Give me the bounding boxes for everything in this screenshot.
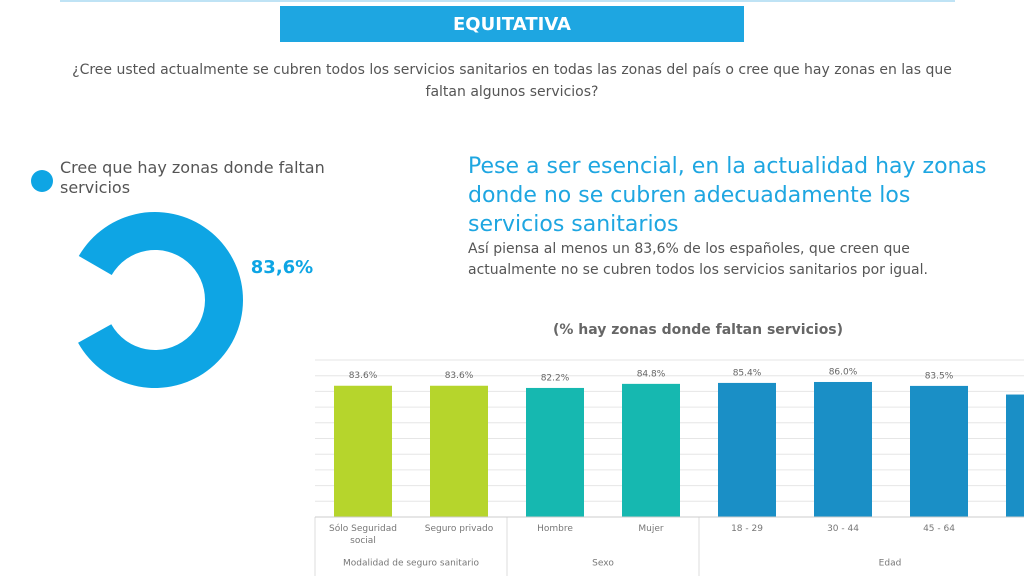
- category-label: 65: [990, 523, 1024, 535]
- legend-dot: [31, 170, 53, 192]
- category-label: 18 - 29: [731, 524, 763, 534]
- category-label: 30 - 44: [827, 524, 859, 534]
- category-label-box: 65: [990, 523, 1024, 563]
- category-label-box: Sólo Seguridad social: [329, 524, 397, 546]
- category-label-box: 30 - 44: [827, 524, 859, 534]
- bar: [526, 387, 584, 517]
- bar: [718, 382, 776, 517]
- category-label-box: Hombre: [537, 524, 573, 534]
- group-label: Modalidad de seguro sanitario: [343, 559, 480, 569]
- value-label: 83.6%: [445, 371, 474, 381]
- bar: [1006, 394, 1024, 517]
- donut-arc: [78, 212, 244, 388]
- headline-line: donde no se cubren adecuadamente los: [468, 183, 910, 208]
- value-label: 86.0%: [829, 367, 858, 377]
- headline-line: servicios sanitarios: [468, 212, 678, 237]
- bar: [910, 385, 968, 517]
- category-label: Hombre: [537, 524, 573, 534]
- chart-title: (% hay zonas donde faltan servicios): [553, 322, 843, 338]
- category-label: Sólo Seguridad social: [329, 524, 397, 546]
- headline-line: Pese a ser esencial, en la actualidad ha…: [468, 154, 986, 179]
- value-label: 83.5%: [925, 371, 954, 381]
- donut-value-label: 83,6%: [251, 257, 313, 278]
- category-label-box: Mujer: [638, 524, 664, 534]
- body-line: actualmente no se cubren todos los servi…: [468, 262, 928, 278]
- value-label: 84.8%: [637, 369, 666, 379]
- legend-label: Cree que hay zonas donde faltan servicio…: [60, 158, 325, 197]
- value-label: 85.4%: [733, 368, 762, 378]
- value-label: 82.2%: [541, 373, 570, 383]
- group-label: Edad: [879, 559, 902, 569]
- bar: [814, 381, 872, 517]
- header-box: [280, 6, 744, 42]
- category-label: 45 - 64: [923, 524, 955, 534]
- group-label: Sexo: [592, 559, 614, 569]
- category-label: Seguro privado: [424, 524, 494, 534]
- value-label: 83.6%: [349, 371, 378, 381]
- header-title: EQUITATIVA: [453, 14, 571, 35]
- legend-label-box: Cree que hay zonas donde faltan servicio…: [60, 158, 325, 197]
- category-label: Mujer: [638, 524, 664, 534]
- bar: [430, 385, 488, 517]
- category-label-box: 18 - 29: [731, 524, 763, 534]
- question-line: faltan algunos servicios?: [426, 84, 599, 100]
- category-label-box: Seguro privado: [424, 524, 494, 534]
- body-line: Así piensa al menos un 83,6% de los espa…: [468, 241, 910, 257]
- bar: [622, 383, 680, 517]
- bar: [334, 385, 392, 517]
- category-label-box: 45 - 64: [923, 524, 955, 534]
- question-line: ¿Cree usted actualmente se cubren todos …: [72, 62, 952, 78]
